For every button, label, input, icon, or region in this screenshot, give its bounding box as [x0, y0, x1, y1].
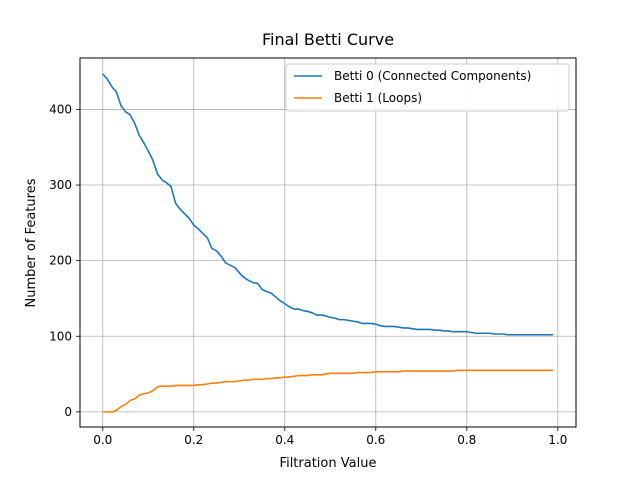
legend: Betti 0 (Connected Components) Betti 1 (L… [285, 63, 570, 112]
x-tick-label: 1.0 [548, 433, 567, 447]
y-axis-label: Number of Features [24, 178, 39, 307]
y-tick-label: 400 [49, 102, 72, 116]
y-tick-label: 0 [64, 405, 72, 419]
legend-box [285, 63, 570, 112]
legend-label: Betti 1 (Loops) [334, 91, 422, 105]
x-tick-label: 0.4 [275, 433, 294, 447]
series-line-betti-0 [102, 73, 554, 336]
chart-title: Final Betti Curve [262, 30, 394, 49]
axis-ticks: 0.0 0.2 0.4 0.6 0.8 1.0 0 100 200 300 400 [49, 102, 567, 447]
y-tick-label: 300 [49, 178, 72, 192]
x-tick-label: 0.8 [457, 433, 476, 447]
x-tick-label: 0.6 [366, 433, 385, 447]
legend-label: Betti 0 (Connected Components) [334, 69, 531, 83]
x-axis-label: Filtration Value [280, 456, 377, 471]
y-tick-label: 200 [49, 254, 72, 268]
x-tick-label: 0.2 [184, 433, 203, 447]
x-tick-label: 0.0 [93, 433, 112, 447]
plot-area-frame [79, 57, 577, 428]
series-lines [102, 73, 554, 413]
y-tick-label: 100 [49, 329, 72, 343]
series-line-betti-1 [102, 369, 554, 413]
